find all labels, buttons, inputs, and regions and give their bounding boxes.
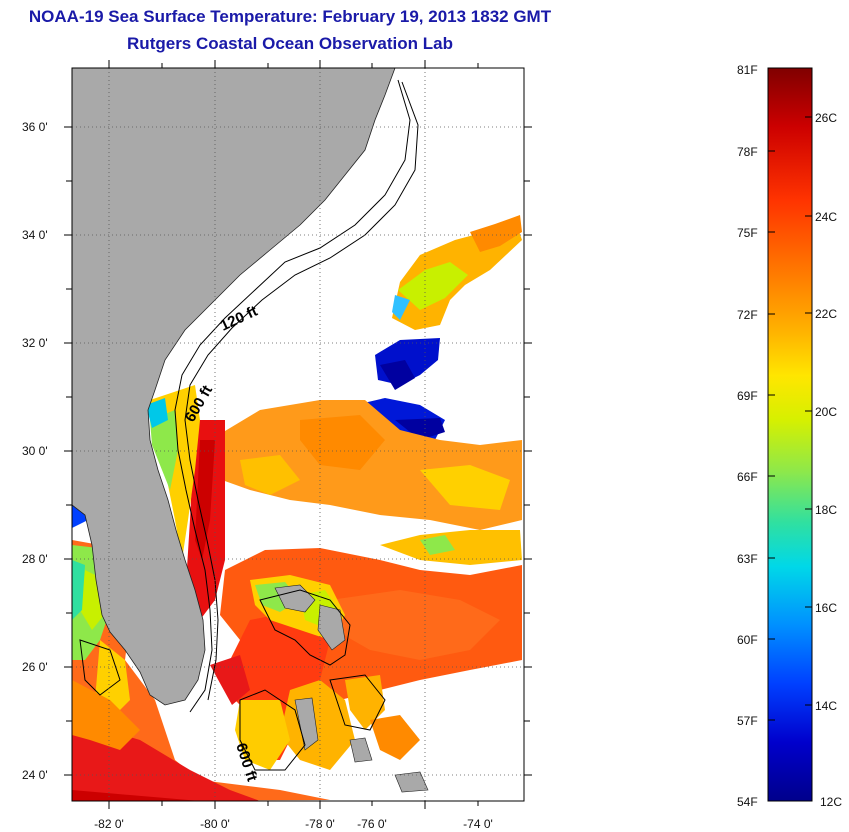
map-frame — [71, 67, 525, 802]
colorbar-f-label: 54F — [737, 795, 758, 809]
colorbar-f-label: 63F — [737, 552, 758, 566]
land-mass — [72, 68, 396, 706]
lat-tick-label: 30 0' — [22, 444, 48, 458]
colorbar-c-ticks — [805, 116, 812, 706]
lon-tick-label: -78 0' — [305, 817, 335, 831]
axis-ticks — [64, 60, 532, 809]
colorbar-f-label: 57F — [737, 714, 758, 728]
colorbar-c-label: 24C — [815, 210, 837, 224]
colorbar-f-label: 75F — [737, 226, 758, 240]
colorbar — [767, 67, 813, 802]
bahamas-island — [317, 604, 346, 651]
bahamas-island — [394, 771, 429, 793]
colorbar-c-label: 16C — [815, 601, 837, 615]
colorbar-c-label: 12C — [820, 795, 842, 809]
colorbar-c-label: 18C — [815, 503, 837, 517]
colorbar-c-label: 14C — [815, 699, 837, 713]
lon-tick-label: -82 0' — [94, 817, 124, 831]
map-panel: 120 ft 600 ft 600 ft — [72, 68, 524, 801]
bahamas-island — [349, 737, 373, 763]
colorbar-f-ticks — [768, 150, 775, 721]
colorbar-c-label: 20C — [815, 405, 837, 419]
lat-tick-label: 36 0' — [22, 120, 48, 134]
map-subtitle: Rutgers Coastal Ocean Observation Lab — [127, 34, 453, 53]
colorbar-f-label: 78F — [737, 145, 758, 159]
map-title: NOAA-19 Sea Surface Temperature: Februar… — [28, 7, 552, 26]
colorbar-f-label: 72F — [737, 308, 758, 322]
colorbar-f-label: 60F — [737, 633, 758, 647]
lat-tick-label: 24 0' — [22, 768, 48, 782]
colorbar-f-label: 66F — [737, 470, 758, 484]
lon-tick-label: -74 0' — [463, 817, 493, 831]
lat-tick-label: 28 0' — [22, 552, 48, 566]
colorbar-f-label: 81F — [737, 63, 758, 77]
lon-tick-label: -80 0' — [200, 817, 230, 831]
colorbar-c-label: 26C — [815, 111, 837, 125]
colorbar-f-label: 69F — [737, 389, 758, 403]
lat-tick-label: 32 0' — [22, 336, 48, 350]
graticule — [72, 68, 524, 801]
lat-tick-label: 34 0' — [22, 228, 48, 242]
lat-tick-label: 26 0' — [22, 660, 48, 674]
colorbar-c-label: 22C — [815, 307, 837, 321]
lon-tick-label: -76 0' — [357, 817, 387, 831]
